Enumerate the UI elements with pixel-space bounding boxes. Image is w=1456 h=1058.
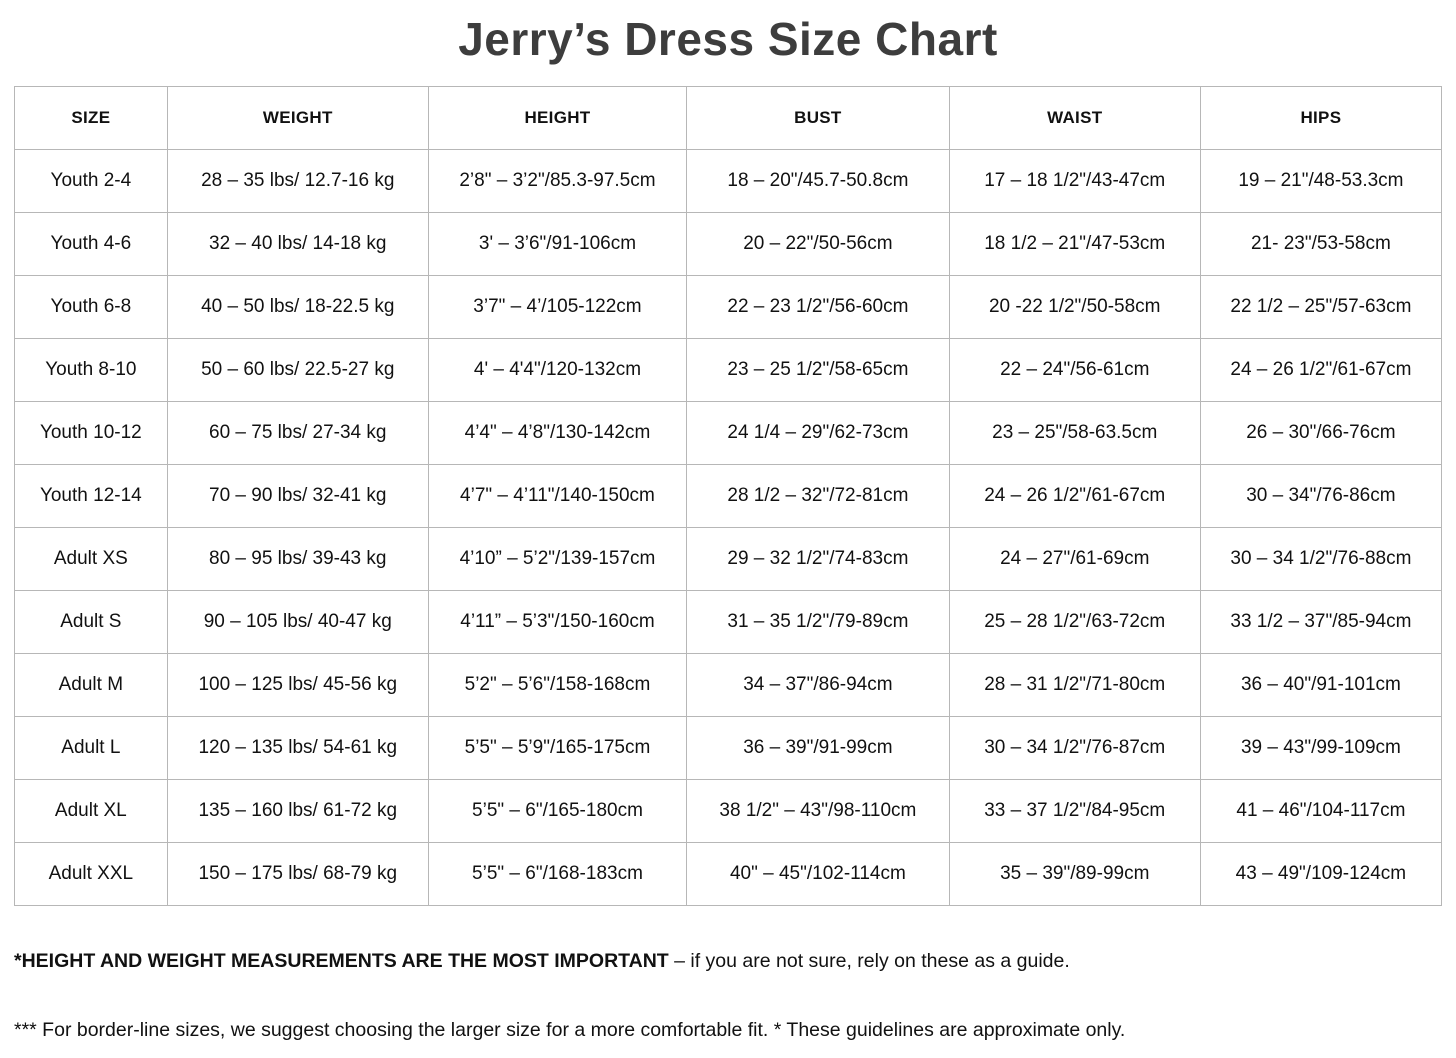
cell-height: 5’5" – 6"/165-180cm (427, 779, 688, 843)
cell-size: Youth 6-8 (14, 275, 168, 339)
table-row: Youth 4-6 32 – 40 lbs/ 14-18 kg 3' – 3’6… (14, 212, 1443, 276)
cell-size: Youth 12-14 (14, 464, 168, 528)
table-row: Adult XS 80 – 95 lbs/ 39-43 kg 4’10” – 5… (14, 527, 1443, 591)
cell-hips: 43 – 49"/109-124cm (1199, 842, 1443, 906)
cell-waist: 35 – 39"/89-99cm (948, 842, 1201, 906)
cell-height: 4’10” – 5’2"/139-157cm (427, 527, 688, 591)
cell-hips: 41 – 46"/104-117cm (1199, 779, 1443, 843)
cell-hips: 26 – 30"/66-76cm (1199, 401, 1443, 465)
table-row: Adult M 100 – 125 lbs/ 45-56 kg 5’2" – 5… (14, 653, 1443, 717)
cell-height: 4’4" – 4’8"/130-142cm (427, 401, 688, 465)
cell-bust: 29 – 32 1/2"/74-83cm (686, 527, 950, 591)
table-row: Youth 6-8 40 – 50 lbs/ 18-22.5 kg 3’7" –… (14, 275, 1443, 339)
cell-waist: 25 – 28 1/2"/63-72cm (948, 590, 1201, 654)
cell-size: Youth 8-10 (14, 338, 168, 402)
cell-size: Adult XXL (14, 842, 168, 906)
cell-hips: 19 – 21"/48-53.3cm (1199, 149, 1443, 213)
cell-weight: 60 – 75 lbs/ 27-34 kg (166, 401, 429, 465)
cell-waist: 17 – 18 1/2"/43-47cm (948, 149, 1201, 213)
cell-hips: 22 1/2 – 25"/57-63cm (1199, 275, 1443, 339)
cell-height: 5’5" – 5’9"/165-175cm (427, 716, 688, 780)
size-chart-table: SIZE WEIGHT HEIGHT BUST WAIST HIPS Youth… (14, 86, 1443, 906)
cell-bust: 24 1/4 – 29"/62-73cm (686, 401, 950, 465)
cell-size: Youth 2-4 (14, 149, 168, 213)
table-row: Youth 2-4 28 – 35 lbs/ 12.7-16 kg 2’8" –… (14, 149, 1443, 213)
cell-hips: 24 – 26 1/2"/61-67cm (1199, 338, 1443, 402)
cell-size: Adult S (14, 590, 168, 654)
cell-height: 5’2" – 5’6"/158-168cm (427, 653, 688, 717)
cell-hips: 36 – 40"/91-101cm (1199, 653, 1443, 717)
cell-weight: 150 – 175 lbs/ 68-79 kg (166, 842, 429, 906)
table-row: Youth 12-14 70 – 90 lbs/ 32-41 kg 4’7" –… (14, 464, 1443, 528)
cell-hips: 39 – 43"/99-109cm (1199, 716, 1443, 780)
column-header-height: HEIGHT (427, 86, 688, 150)
cell-bust: 36 – 39"/91-99cm (686, 716, 950, 780)
cell-size: Youth 4-6 (14, 212, 168, 276)
footnote-height-weight: *HEIGHT AND WEIGHT MEASUREMENTS ARE THE … (14, 950, 1442, 973)
cell-height: 3' – 3’6"/91-106cm (427, 212, 688, 276)
cell-weight: 100 – 125 lbs/ 45-56 kg (166, 653, 429, 717)
cell-waist: 18 1/2 – 21"/47-53cm (948, 212, 1201, 276)
cell-weight: 135 – 160 lbs/ 61-72 kg (166, 779, 429, 843)
cell-size: Adult L (14, 716, 168, 780)
column-header-weight: WEIGHT (166, 86, 429, 150)
table-row: Adult S 90 – 105 lbs/ 40-47 kg 4’11” – 5… (14, 590, 1443, 654)
cell-weight: 32 – 40 lbs/ 14-18 kg (166, 212, 429, 276)
cell-waist: 33 – 37 1/2"/84-95cm (948, 779, 1201, 843)
table-row: Adult L 120 – 135 lbs/ 54-61 kg 5’5" – 5… (14, 716, 1443, 780)
cell-weight: 70 – 90 lbs/ 32-41 kg (166, 464, 429, 528)
table-row: Youth 10-12 60 – 75 lbs/ 27-34 kg 4’4" –… (14, 401, 1443, 465)
cell-size: Adult M (14, 653, 168, 717)
cell-bust: 22 – 23 1/2"/56-60cm (686, 275, 950, 339)
cell-height: 4’7" – 4’11"/140-150cm (427, 464, 688, 528)
header-row: SIZE WEIGHT HEIGHT BUST WAIST HIPS (14, 86, 1443, 150)
column-header-bust: BUST (686, 86, 950, 150)
cell-weight: 40 – 50 lbs/ 18-22.5 kg (166, 275, 429, 339)
table-row: Adult XL 135 – 160 lbs/ 61-72 kg 5’5" – … (14, 779, 1443, 843)
cell-bust: 20 – 22"/50-56cm (686, 212, 950, 276)
cell-waist: 30 – 34 1/2"/76-87cm (948, 716, 1201, 780)
cell-height: 4' – 4'4"/120-132cm (427, 338, 688, 402)
cell-waist: 23 – 25"/58-63.5cm (948, 401, 1201, 465)
cell-size: Youth 10-12 (14, 401, 168, 465)
cell-waist: 20 -22 1/2"/50-58cm (948, 275, 1201, 339)
cell-bust: 34 – 37"/86-94cm (686, 653, 950, 717)
page-title: Jerry’s Dress Size Chart (458, 13, 998, 65)
cell-bust: 31 – 35 1/2"/79-89cm (686, 590, 950, 654)
cell-waist: 24 – 27"/61-69cm (948, 527, 1201, 591)
cell-height: 2’8" – 3’2"/85.3-97.5cm (427, 149, 688, 213)
cell-weight: 120 – 135 lbs/ 54-61 kg (166, 716, 429, 780)
cell-bust: 23 – 25 1/2"/58-65cm (686, 338, 950, 402)
cell-size: Adult XL (14, 779, 168, 843)
footnote-borderline-sizes: *** For border-line sizes, we suggest ch… (14, 1019, 1126, 1041)
cell-size: Adult XS (14, 527, 168, 591)
cell-waist: 22 – 24"/56-61cm (948, 338, 1201, 402)
cell-weight: 28 – 35 lbs/ 12.7-16 kg (166, 149, 429, 213)
footnote-regular-text: – if you are not sure, rely on these as … (668, 950, 1070, 972)
cell-height: 5’5" – 6"/168-183cm (427, 842, 688, 906)
table-row: Adult XXL 150 – 175 lbs/ 68-79 kg 5’5" –… (14, 842, 1443, 906)
column-header-hips: HIPS (1199, 86, 1443, 150)
cell-weight: 90 – 105 lbs/ 40-47 kg (166, 590, 429, 654)
cell-height: 4’11” – 5’3"/150-160cm (427, 590, 688, 654)
column-header-size: SIZE (14, 86, 168, 150)
cell-bust: 40" – 45"/102-114cm (686, 842, 950, 906)
cell-waist: 28 – 31 1/2"/71-80cm (948, 653, 1201, 717)
footnote-bold-text: *HEIGHT AND WEIGHT MEASUREMENTS ARE THE … (14, 950, 669, 972)
column-header-waist: WAIST (948, 86, 1201, 150)
cell-weight: 80 – 95 lbs/ 39-43 kg (166, 527, 429, 591)
cell-bust: 28 1/2 – 32"/72-81cm (686, 464, 950, 528)
cell-hips: 30 – 34 1/2"/76-88cm (1199, 527, 1443, 591)
cell-weight: 50 – 60 lbs/ 22.5-27 kg (166, 338, 429, 402)
cell-height: 3’7" – 4’/105-122cm (427, 275, 688, 339)
cell-waist: 24 – 26 1/2"/61-67cm (948, 464, 1201, 528)
cell-hips: 21- 23"/53-58cm (1199, 212, 1443, 276)
footnotes: *HEIGHT AND WEIGHT MEASUREMENTS ARE THE … (14, 950, 1442, 1042)
cell-bust: 18 – 20"/45.7-50.8cm (686, 149, 950, 213)
cell-bust: 38 1/2" – 43"/98-110cm (686, 779, 950, 843)
table-row: Youth 8-10 50 – 60 lbs/ 22.5-27 kg 4' – … (14, 338, 1443, 402)
cell-hips: 30 – 34"/76-86cm (1199, 464, 1443, 528)
cell-hips: 33 1/2 – 37"/85-94cm (1199, 590, 1443, 654)
